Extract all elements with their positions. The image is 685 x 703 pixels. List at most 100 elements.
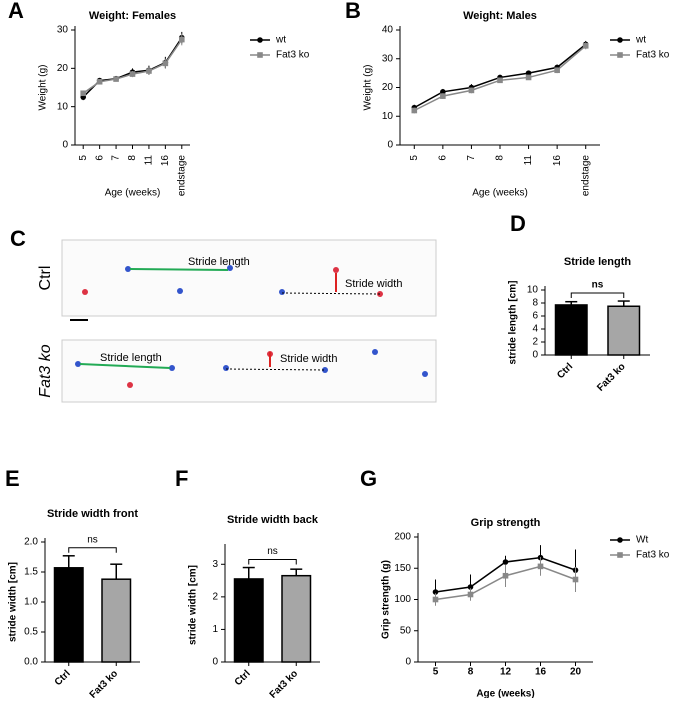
x-axis-label: Age (weeks) (105, 188, 161, 199)
legend-marker (617, 552, 623, 558)
bar (53, 567, 84, 663)
y-tick-label: 3 (212, 559, 218, 570)
x-tick-label: 5 (78, 155, 89, 161)
legend-marker (617, 37, 623, 43)
x-tick-label: 16 (160, 155, 171, 167)
significance-label: ns (267, 546, 278, 557)
x-tick-label: 8 (468, 667, 474, 678)
significance-label: ns (592, 280, 604, 291)
legend-label: Fat3 ko (276, 50, 310, 61)
panel-letter: F (175, 466, 188, 491)
y-axis-label: stride width [cm] (8, 562, 19, 642)
chart-title: Grip strength (471, 517, 541, 529)
y-tick-label: 0 (387, 140, 393, 151)
series-line (82, 37, 183, 98)
y-tick-label: 20 (57, 63, 69, 74)
data-point (96, 78, 103, 85)
y-tick-label: 0 (532, 350, 538, 361)
y-tick-label: 6 (532, 311, 538, 322)
y-axis-label: stride width [cm] (188, 565, 199, 645)
x-tick-label: 6 (437, 155, 448, 161)
panel-letter: E (5, 466, 20, 491)
x-tick-label: 11 (144, 155, 155, 166)
data-point (502, 559, 509, 565)
significance-bracket (248, 559, 297, 565)
x-tick-label: endstage (176, 155, 187, 197)
data-point (467, 584, 474, 590)
y-axis-label: stride length [cm] (508, 281, 519, 365)
panel-letter: D (510, 211, 526, 236)
legend-label: wt (635, 35, 646, 46)
x-tick-label: Fat3 ko (88, 668, 121, 698)
y-tick-label: 40 (382, 25, 394, 36)
legend-marker (617, 537, 623, 543)
y-axis-label: Weight (g) (363, 65, 374, 111)
x-tick-label: 5 (409, 155, 420, 161)
chart-title: Weight: Females (89, 10, 176, 22)
y-tick-label: 0 (212, 657, 218, 668)
chart-title: Stride width back (227, 514, 319, 526)
panel-letter: A (8, 0, 24, 23)
data-point (582, 43, 589, 49)
data-point (432, 589, 439, 595)
panel-letter: C (10, 226, 26, 251)
x-tick-label: 5 (433, 667, 439, 678)
x-tick-label: 16 (552, 155, 563, 167)
bar (554, 304, 588, 356)
x-axis-label: Age (weeks) (476, 689, 534, 698)
data-point (411, 107, 418, 114)
x-tick-label: Ctrl (555, 361, 575, 381)
y-tick-label: 1.5 (24, 567, 38, 578)
annotation: Stride length (188, 256, 250, 268)
x-tick-label: 8 (495, 155, 506, 161)
x-tick-label: 6 (94, 155, 105, 161)
x-tick-label: 12 (500, 667, 512, 678)
data-point (537, 563, 544, 570)
y-tick-label: 2 (532, 337, 538, 348)
x-tick-label: Ctrl (233, 668, 253, 688)
y-tick-label: 0.5 (24, 627, 38, 638)
x-tick-label: 20 (570, 667, 582, 678)
x-tick-label: Ctrl (53, 668, 73, 688)
data-point (80, 90, 87, 97)
y-tick-label: 10 (382, 111, 394, 122)
y-tick-label: 4 (532, 324, 538, 335)
data-point (440, 89, 446, 95)
legend-label: Fat3 ko (636, 550, 670, 561)
series-line (82, 39, 183, 94)
chart-title: Weight: Males (463, 10, 537, 22)
y-tick-label: 10 (57, 101, 69, 112)
x-tick-label: 8 (127, 155, 138, 161)
data-point (440, 93, 446, 99)
footprint-image (61, 239, 437, 317)
row-label: Ctrl (37, 266, 54, 291)
data-point (113, 76, 119, 82)
bar (101, 578, 132, 663)
x-tick-label: endstage (580, 155, 591, 197)
significance-bracket (68, 547, 117, 553)
panel-letter: B (345, 0, 361, 23)
data-point (525, 70, 532, 76)
y-tick-label: 50 (400, 625, 412, 636)
data-point (502, 572, 509, 579)
x-tick-label: 7 (111, 155, 122, 161)
y-tick-label: 2 (212, 591, 218, 602)
data-point (497, 77, 503, 84)
data-point (554, 67, 560, 74)
bar (281, 574, 312, 663)
data-point (468, 87, 475, 94)
panel-letter: G (360, 466, 377, 491)
y-tick-label: 20 (382, 82, 394, 93)
chart-title: Stride length (564, 256, 632, 268)
data-point (432, 596, 439, 603)
y-axis-label: Grip strength (g) (381, 560, 392, 639)
legend-marker (257, 52, 263, 58)
row-label: Fat3 ko (37, 344, 54, 397)
data-point (572, 576, 579, 583)
annotation: Stride width (345, 278, 402, 290)
chart-title: Stride width front (47, 508, 138, 520)
bar (607, 305, 641, 356)
stride-width-guide (281, 292, 381, 295)
y-tick-label: 2.0 (24, 537, 38, 548)
legend-label: wt (275, 35, 286, 46)
